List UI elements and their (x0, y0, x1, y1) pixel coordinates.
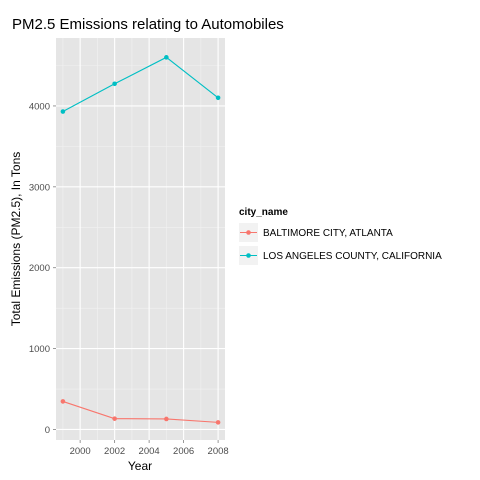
x-tick-label: 2008 (208, 446, 229, 457)
x-axis-title: Year (128, 459, 152, 473)
x-tick-label: 2006 (173, 446, 194, 457)
data-point (112, 81, 117, 87)
x-tick-label: 2000 (70, 446, 91, 457)
data-point (164, 55, 169, 60)
series-lines (62, 56, 219, 423)
data-point (215, 95, 221, 101)
y-axis: 0 1000 2000 3000 4000 (29, 101, 56, 436)
y-tick-label: 1000 (29, 344, 50, 355)
x-tick-label: 2002 (104, 446, 125, 457)
y-tick-label: 4000 (29, 101, 50, 112)
data-point (164, 416, 169, 422)
y-tick-label: 3000 (29, 182, 50, 193)
y-tick-label: 2000 (29, 263, 50, 274)
data-point (60, 109, 66, 114)
y-tick-label: 0 (45, 425, 50, 436)
data-point (112, 416, 117, 421)
legend-key-point (246, 253, 251, 258)
x-axis: 2000 2002 2004 2006 2008 (70, 440, 229, 457)
x-tick-label: 2004 (139, 446, 160, 457)
legend: city_name BALTIMORE CITY, ATLANTA LOS ANG… (239, 207, 442, 265)
y-axis-title: Total Emissions (PM2.5), In Tons (9, 152, 23, 327)
plot-panel (56, 38, 225, 440)
data-point (60, 399, 66, 404)
grid-lines (56, 38, 225, 440)
series-line-0 (62, 400, 219, 423)
series-line-1 (62, 56, 219, 113)
legend-label: LOS ANGELES COUNTY, CALIFORNIA (263, 251, 442, 262)
data-point (215, 420, 221, 425)
series-points (60, 55, 221, 425)
legend-title: city_name (239, 207, 288, 218)
chart-title: PM2.5 Emissions relating to Automobiles (12, 16, 284, 33)
legend-key-point (246, 230, 251, 235)
legend-label: BALTIMORE CITY, ATLANTA (263, 228, 393, 239)
